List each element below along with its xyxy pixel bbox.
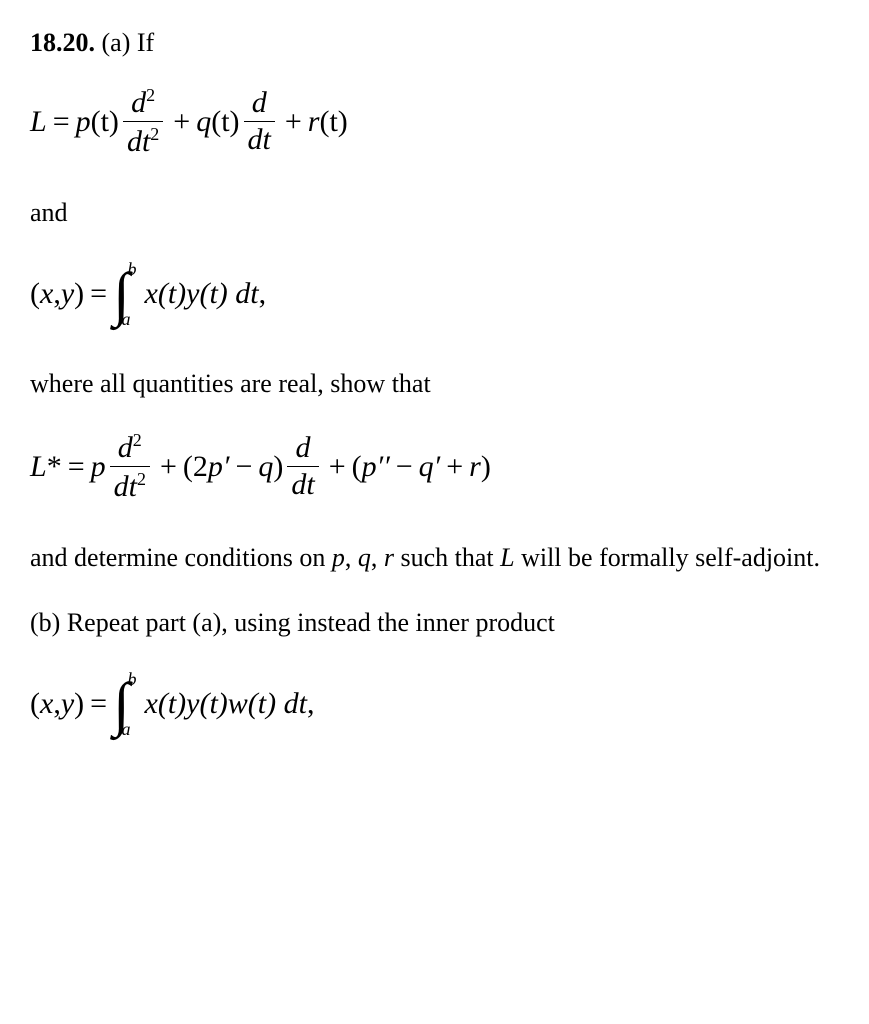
frac-num: d2 xyxy=(127,86,159,121)
q-inline: q xyxy=(358,543,371,572)
r-inline: r xyxy=(384,543,394,572)
p-dprime: p xyxy=(362,450,377,484)
integral4: ∫ b a xyxy=(113,670,136,738)
integral-sign4: ∫ xyxy=(113,683,129,725)
c2: , xyxy=(371,543,384,572)
c1: , xyxy=(345,543,358,572)
p-prime: p xyxy=(208,450,223,484)
plus3c: + xyxy=(446,450,463,484)
open1: ( xyxy=(183,450,193,484)
q-prime: q xyxy=(419,450,434,484)
d-letter: d xyxy=(131,86,146,119)
minus2: − xyxy=(396,450,413,484)
dt-letter: dt xyxy=(127,125,150,158)
r-func: r xyxy=(308,105,320,139)
prime1: ′ xyxy=(223,450,230,484)
lparen4: ( xyxy=(30,687,40,721)
equals3: = xyxy=(68,450,85,484)
L-star-L: L xyxy=(30,450,47,484)
q-arg: (t) xyxy=(211,105,239,139)
part-a-label: (a) xyxy=(102,28,131,57)
lparen: ( xyxy=(30,277,40,311)
equation-adjoint: L* = p d2 dt2 + (2p′ − q) d dt + (p′′ − … xyxy=(30,431,839,502)
integral-sign: ∫ xyxy=(113,273,129,315)
part-b-text: (b) Repeat part (a), using instead the i… xyxy=(30,603,839,642)
p-inline: p xyxy=(332,543,345,572)
determine-paragraph: and determine conditions on p, q, r such… xyxy=(30,538,839,577)
d1-num: d xyxy=(248,88,271,121)
x-var: x xyxy=(40,277,53,311)
dt3b: dt xyxy=(287,466,318,500)
minus1: − xyxy=(235,450,252,484)
frac3-num: d2 xyxy=(114,431,146,466)
dt3: dt xyxy=(114,470,137,503)
plus2: + xyxy=(285,105,302,139)
d3b: d xyxy=(292,433,315,466)
frac-ddt: d dt xyxy=(244,88,275,155)
equals: = xyxy=(53,105,70,139)
plus1: + xyxy=(173,105,190,139)
L-star: * xyxy=(47,450,62,484)
integrand4: x(t)y(t)w(t) dt xyxy=(145,687,307,721)
two-sup: 2 xyxy=(146,85,155,105)
det-text-1: and determine conditions on xyxy=(30,543,332,572)
frac-d2dt2: d2 dt2 xyxy=(123,86,163,157)
close2: ) xyxy=(481,450,491,484)
r-arg: (t) xyxy=(319,105,347,139)
open2: ( xyxy=(352,450,362,484)
p-func: p xyxy=(76,105,91,139)
trailing-comma4: , xyxy=(307,687,315,721)
det-text-3: will be formally self-adjoint. xyxy=(515,543,820,572)
frac3-d2dt2: d2 dt2 xyxy=(110,431,150,502)
where-text: where all quantities are real, show that xyxy=(30,364,839,403)
problem-header: 18.20. (a) If xyxy=(30,28,839,58)
equals4: = xyxy=(90,687,107,721)
q-func: q xyxy=(196,105,211,139)
y-var: y xyxy=(61,277,74,311)
equation-inner-product: (x, y) = ∫ b a x(t)y(t) dt, xyxy=(30,260,839,328)
plus3a: + xyxy=(160,450,177,484)
rparen4: ) xyxy=(74,687,84,721)
equation-weighted-inner-product: (x, y) = ∫ b a x(t)y(t)w(t) dt, xyxy=(30,670,839,738)
y4: y xyxy=(61,687,74,721)
two-p: 2 xyxy=(193,450,208,484)
x4: x xyxy=(40,687,53,721)
frac3-ddt: d dt xyxy=(287,433,318,500)
frac-den: dt2 xyxy=(123,121,163,157)
integrand: x(t)y(t) dt xyxy=(145,277,259,311)
plus3b: + xyxy=(329,450,346,484)
trailing-comma: , xyxy=(259,277,267,311)
p-arg: (t) xyxy=(91,105,119,139)
L-inline: L xyxy=(500,543,514,572)
dt1-den: dt xyxy=(244,121,275,155)
integral: ∫ b a xyxy=(113,260,136,328)
prime2: ′ xyxy=(434,450,441,484)
p3: p xyxy=(91,450,106,484)
two3b: 2 xyxy=(137,469,146,489)
part-a-intro: If xyxy=(137,28,154,57)
L-symbol: L xyxy=(30,105,47,139)
q3: q xyxy=(258,450,273,484)
d3: d xyxy=(118,431,133,464)
and-text: and xyxy=(30,193,839,232)
problem-number: 18.20. xyxy=(30,28,95,57)
two-sup2: 2 xyxy=(150,124,159,144)
dprime: ′′ xyxy=(377,450,390,484)
r3: r xyxy=(469,450,481,484)
comma: , xyxy=(53,277,61,311)
frac3-den: dt2 xyxy=(110,466,150,502)
equation-L-operator: L = p(t) d2 dt2 + q(t) d dt + r(t) xyxy=(30,86,839,157)
comma4: , xyxy=(53,687,61,721)
rparen: ) xyxy=(74,277,84,311)
equals: = xyxy=(90,277,107,311)
close1: ) xyxy=(273,450,283,484)
det-text-2: such that xyxy=(394,543,500,572)
two3: 2 xyxy=(133,430,142,450)
